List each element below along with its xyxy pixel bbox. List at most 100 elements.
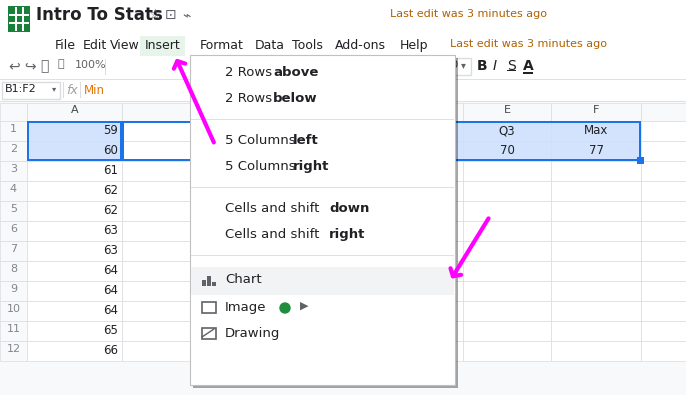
Bar — [0, 121, 27, 141]
Bar — [191, 255, 454, 256]
Bar — [463, 161, 551, 181]
Bar — [0, 181, 27, 201]
Bar — [641, 221, 686, 241]
Bar — [122, 281, 383, 301]
Bar — [0, 141, 27, 161]
Bar — [383, 221, 463, 241]
Bar — [551, 181, 641, 201]
Text: S: S — [507, 59, 516, 73]
Bar — [639, 121, 641, 161]
Bar — [122, 121, 124, 161]
Bar — [637, 157, 644, 164]
Bar — [0, 321, 27, 341]
Bar — [63, 82, 64, 98]
Text: 10: 10 — [446, 60, 459, 70]
Text: ⊡: ⊡ — [165, 8, 176, 22]
Bar — [338, 58, 438, 75]
Bar — [27, 321, 122, 341]
Text: 6: 6 — [10, 224, 17, 234]
Text: ▾: ▾ — [52, 84, 56, 93]
Bar — [190, 55, 455, 385]
Bar — [463, 241, 551, 261]
Bar — [463, 221, 551, 241]
Circle shape — [280, 303, 290, 313]
Bar — [202, 328, 216, 339]
Bar — [383, 141, 463, 161]
Bar — [15, 7, 16, 31]
Bar — [27, 161, 122, 181]
Bar — [641, 241, 686, 261]
Bar — [551, 261, 641, 281]
Bar — [551, 121, 641, 141]
Bar — [551, 341, 641, 361]
Bar — [207, 276, 211, 286]
Bar — [641, 201, 686, 221]
Bar — [80, 82, 81, 98]
Bar — [0, 101, 686, 102]
Text: ▾: ▾ — [461, 60, 466, 70]
Bar — [641, 181, 686, 201]
Text: 7: 7 — [10, 244, 17, 254]
Text: Format: Format — [200, 39, 244, 52]
Bar — [191, 295, 454, 321]
Bar — [122, 103, 383, 121]
Bar — [122, 241, 383, 261]
Bar — [463, 181, 551, 201]
Bar — [27, 341, 122, 361]
Text: 4: 4 — [10, 184, 17, 194]
Bar — [0, 0, 686, 36]
Bar — [2, 82, 60, 99]
Text: 10: 10 — [6, 304, 21, 314]
Text: Cells and shift: Cells and shift — [225, 228, 324, 241]
Text: Default (Ari...: Default (Ari... — [341, 60, 411, 70]
Text: Min: Min — [84, 84, 105, 97]
Text: 2 Rows: 2 Rows — [225, 92, 276, 105]
Bar — [0, 281, 27, 301]
Bar — [122, 121, 641, 123]
Text: Cells and shift: Cells and shift — [225, 202, 324, 215]
Bar — [0, 79, 686, 80]
Text: Last edit was 3 minutes ago: Last edit was 3 minutes ago — [390, 9, 547, 19]
Text: I: I — [493, 59, 497, 73]
Text: 100%: 100% — [75, 60, 106, 70]
Text: Tools: Tools — [292, 39, 323, 52]
Text: right: right — [329, 228, 366, 241]
Text: 12: 12 — [6, 344, 21, 354]
Bar — [383, 103, 463, 121]
Bar — [8, 6, 30, 32]
Text: ☆: ☆ — [148, 8, 161, 22]
Text: ▾: ▾ — [431, 60, 436, 70]
Bar — [0, 36, 686, 56]
Text: 70: 70 — [499, 144, 514, 157]
Text: ⎙: ⎙ — [40, 59, 49, 73]
Bar — [383, 181, 463, 201]
Bar — [0, 161, 27, 181]
Bar — [0, 201, 27, 221]
Text: 9: 9 — [10, 284, 17, 294]
Text: ⌁: ⌁ — [182, 8, 191, 22]
Bar — [27, 103, 122, 121]
Bar — [27, 221, 122, 241]
Text: right: right — [293, 160, 329, 173]
Text: Intro To Stats: Intro To Stats — [36, 6, 163, 24]
Bar — [551, 161, 641, 181]
Bar — [122, 221, 383, 241]
Text: Last edit was 3 minutes ago: Last edit was 3 minutes ago — [450, 39, 607, 49]
Text: 5 Columns: 5 Columns — [225, 160, 300, 173]
Text: 6.5: 6.5 — [388, 144, 407, 157]
Text: below: below — [273, 92, 318, 105]
Text: ↪: ↪ — [24, 59, 36, 73]
Bar — [443, 58, 471, 75]
Bar — [641, 121, 686, 141]
Bar — [463, 141, 551, 161]
Text: fx: fx — [66, 84, 78, 97]
Bar — [122, 161, 383, 181]
Bar — [9, 22, 29, 23]
Bar — [551, 281, 641, 301]
Bar — [463, 103, 551, 121]
Text: Q3: Q3 — [499, 124, 515, 137]
Bar — [27, 181, 122, 201]
Text: 77: 77 — [589, 144, 604, 157]
Bar — [463, 321, 551, 341]
Bar — [27, 261, 122, 281]
